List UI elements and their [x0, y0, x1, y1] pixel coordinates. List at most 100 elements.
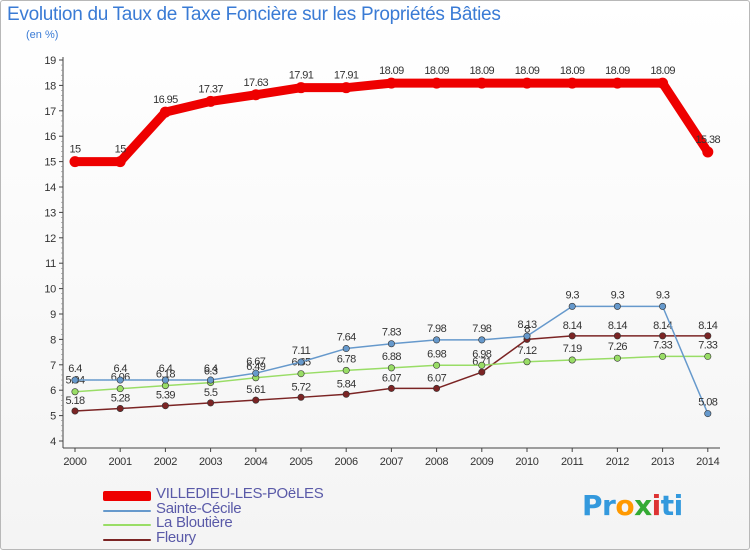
data-point [387, 364, 395, 372]
data-label: 5.5 [204, 387, 218, 399]
logo-letters: Pr [582, 489, 616, 522]
data-label: 6.4 [204, 363, 218, 375]
data-label: 8.14 [608, 320, 627, 332]
data-label: 7.33 [698, 339, 717, 351]
data-point [611, 77, 623, 89]
data-point [207, 399, 215, 407]
data-label: 18.09 [605, 65, 630, 77]
data-label: 6.4 [68, 363, 82, 375]
x-tick-label: 2002 [154, 456, 177, 468]
data-point [566, 77, 578, 89]
data-point [252, 369, 260, 377]
data-point [342, 390, 350, 398]
data-label: 7.11 [292, 345, 311, 357]
data-point [613, 302, 621, 310]
data-point [521, 77, 533, 89]
data-label: 7.83 [382, 327, 401, 339]
data-point [478, 336, 486, 344]
data-point [295, 82, 307, 94]
data-label: 6.67 [246, 356, 265, 368]
y-tick-label: 19 [44, 55, 56, 67]
data-point [297, 358, 305, 366]
data-label: 5.08 [698, 397, 717, 409]
data-point [433, 384, 441, 392]
data-label: 6.4 [159, 363, 173, 375]
data-point [387, 384, 395, 392]
data-label: 17.63 [244, 77, 269, 89]
y-tick-label: 18 [44, 80, 56, 92]
x-tick-label: 2006 [335, 456, 358, 468]
data-point [342, 345, 350, 353]
data-point [613, 332, 621, 340]
x-tick-label: 2008 [425, 456, 448, 468]
data-label: 5.28 [111, 392, 130, 404]
data-label: 6.4 [113, 363, 127, 375]
legend-label: La Bloutière [156, 514, 233, 531]
data-point [523, 332, 531, 340]
data-point [478, 361, 486, 369]
data-point [385, 77, 397, 89]
data-point [71, 388, 79, 396]
legend-label: Fleury [156, 528, 196, 546]
data-label: 18.09 [470, 65, 495, 77]
data-label: 6.07 [427, 372, 446, 384]
proxiti-logo: Proxiti [582, 489, 683, 522]
y-tick-label: 12 [44, 233, 56, 245]
data-label: 7.26 [608, 341, 627, 353]
data-point [659, 332, 667, 340]
data-point [476, 77, 488, 89]
x-tick-label: 2003 [199, 456, 222, 468]
data-label: 18.09 [515, 65, 540, 77]
data-point [69, 156, 81, 168]
chart-title: Evolution du Taux de Taxe Foncière sur l… [7, 4, 501, 25]
logo-letters: ti [660, 489, 683, 522]
data-label: 9.3 [656, 289, 670, 301]
legend-swatch [103, 509, 151, 512]
y-tick-label: 10 [44, 284, 56, 296]
data-label: 15 [69, 144, 81, 156]
x-tick-label: 2011 [561, 456, 584, 468]
data-point [704, 352, 712, 360]
data-label: 6.98 [427, 348, 446, 360]
data-label: 6.78 [337, 353, 356, 365]
y-tick-label: 9 [50, 309, 56, 321]
data-point [252, 396, 260, 404]
data-point [342, 366, 350, 374]
data-point [433, 361, 441, 369]
data-point [613, 354, 621, 362]
data-point [387, 340, 395, 348]
data-label: 17.37 [198, 83, 223, 95]
data-point [568, 356, 576, 364]
x-tick-label: 2009 [470, 456, 493, 468]
data-label: 7.19 [563, 343, 582, 355]
data-point [568, 332, 576, 340]
x-tick-label: 2014 [696, 456, 719, 468]
x-tick-label: 2012 [606, 456, 629, 468]
data-label: 15.38 [696, 134, 721, 146]
x-tick-label: 2005 [289, 456, 312, 468]
data-label: 18.09 [650, 65, 675, 77]
data-point [116, 376, 124, 384]
data-point [159, 106, 171, 118]
legend-swatch [103, 491, 151, 501]
data-label: 8.14 [563, 320, 582, 332]
data-label: 6.07 [382, 372, 401, 384]
data-point [250, 89, 262, 101]
y-tick-label: 6 [50, 385, 56, 397]
data-label: 6.98 [472, 348, 491, 360]
data-label: 15 [115, 144, 127, 156]
y-tick-label: 16 [44, 131, 56, 143]
data-point [116, 404, 124, 412]
y-tick-label: 13 [44, 207, 56, 219]
data-label: 5.18 [65, 395, 84, 407]
x-tick-label: 2007 [380, 456, 403, 468]
data-label: 8.14 [653, 320, 672, 332]
data-label: 6.88 [382, 351, 401, 363]
data-point [297, 393, 305, 401]
data-point [702, 146, 714, 158]
x-tick-label: 2000 [63, 456, 86, 468]
data-point [161, 376, 169, 384]
y-tick-label: 5 [50, 411, 56, 423]
